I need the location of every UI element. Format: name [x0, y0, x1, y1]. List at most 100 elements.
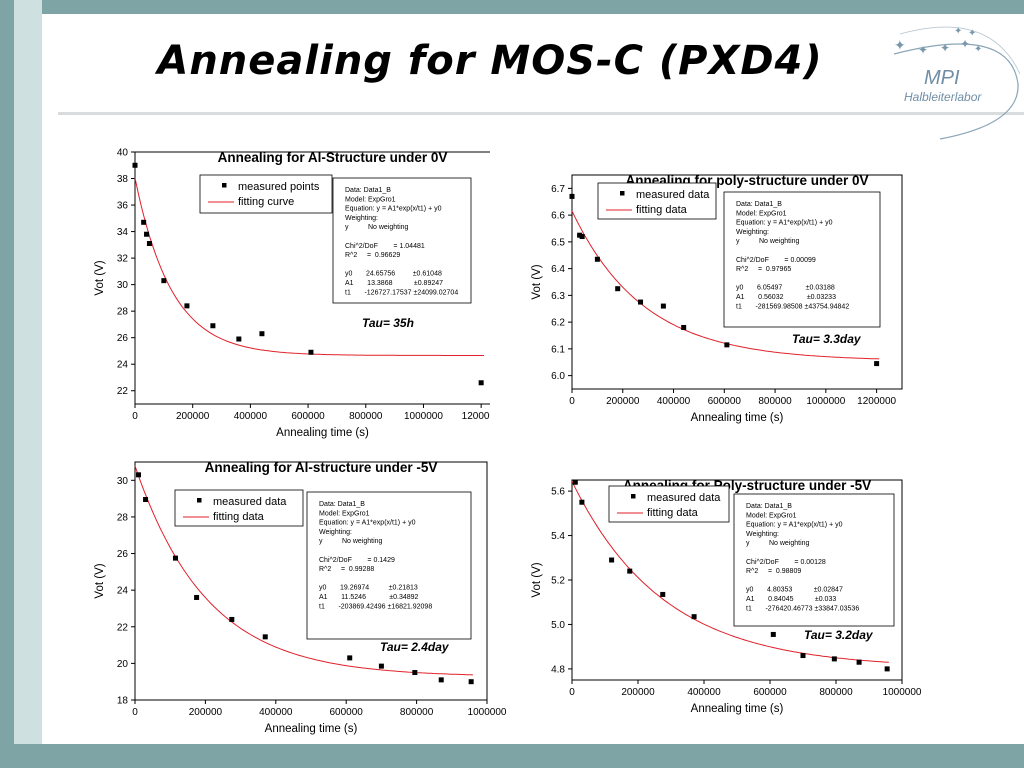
mpi-logo: ✦ ✦ ✦ ✦ ✦ ✦ ✦	[893, 26, 1021, 140]
x-tick-label: 200000	[189, 707, 223, 718]
y-axis-label: Vot (V)	[531, 562, 543, 597]
legend-marker	[197, 498, 202, 503]
chart-title: Annealing for Al-Structure under 0V	[218, 150, 448, 165]
x-axis-label: Annealing time (s)	[691, 703, 784, 715]
chart-poly-0v: Annealing for poly-structure under 0V0 20…	[531, 173, 903, 424]
data-point	[638, 299, 644, 305]
data-point	[194, 594, 200, 600]
data-point	[856, 659, 862, 665]
data-point	[308, 349, 314, 355]
y-tick-label: 22	[117, 386, 129, 397]
y-tick-label: 34	[117, 227, 129, 238]
data-point	[572, 479, 578, 485]
legend-box	[608, 485, 730, 523]
data-point	[347, 655, 353, 661]
fit-results-line: t1 -281569.98508 ±43754.94842	[736, 303, 849, 310]
svg-text:✦: ✦	[974, 44, 982, 55]
bottom-frame	[0, 744, 1024, 768]
y-tick-label: 20	[117, 659, 129, 670]
data-point	[579, 234, 585, 240]
fit-results-line: Data: Data1_B	[736, 201, 782, 208]
data-point	[262, 634, 268, 640]
fit-results-line: R^2 = 0.96629	[345, 252, 400, 259]
y-tick-label: 6.2	[551, 318, 565, 329]
y-tick-label: 18	[117, 696, 129, 707]
data-point	[577, 232, 583, 238]
tau-annotation: Tau= 2.4day	[380, 640, 450, 654]
svg-text:✦: ✦	[940, 41, 950, 55]
y-tick-label: 24	[117, 360, 129, 371]
fit-results-line: Chi^2/DoF = 0.00099	[736, 257, 816, 264]
data-point	[412, 670, 418, 676]
svg-text:✦: ✦	[918, 43, 928, 57]
legend-label: measured data	[213, 496, 287, 508]
fit-results-line: Data: Data1_B	[345, 187, 391, 194]
fit-results-line: t1 -203869.42496 ±16821.92098	[319, 603, 432, 610]
y-tick-label: 30	[117, 280, 129, 291]
y-tick-label: 4.8	[551, 664, 565, 675]
legend-label: measured data	[647, 492, 721, 504]
x-tick-label: 1000000	[468, 707, 507, 718]
y-tick-label: 32	[117, 254, 129, 265]
legend-marker	[620, 191, 625, 196]
fit-results-line: A1 0.56032 ±0.03233	[736, 294, 836, 301]
fit-results-line: y0 6.05497 ±0.03188	[736, 285, 835, 292]
plot-frame	[571, 174, 903, 390]
data-point	[615, 286, 621, 292]
fit-results-box	[332, 177, 472, 304]
svg-text:✦: ✦	[954, 26, 962, 37]
top-frame	[0, 0, 1024, 14]
x-tick-label: 0	[132, 707, 138, 718]
y-axis-label: Vot (V)	[94, 260, 106, 295]
x-tick-label: 400000	[687, 687, 721, 698]
data-point	[146, 241, 152, 247]
y-tick-label: 36	[117, 201, 129, 212]
x-tick-label: 1200000	[857, 396, 896, 407]
fit-results-line: Data: Data1_B	[319, 501, 365, 508]
fit-results-box	[723, 191, 881, 328]
y-tick-label: 24	[117, 586, 129, 597]
left-frame	[0, 0, 14, 768]
fit-results-line: Weighting:	[736, 229, 769, 236]
x-tick-label: 200000	[621, 687, 655, 698]
fit-results-line: Data: Data1_B	[746, 503, 792, 510]
data-point	[478, 380, 484, 386]
x-tick-label: 800000	[400, 707, 434, 718]
data-point	[691, 614, 697, 620]
legend-box	[597, 182, 717, 220]
fit-results-line: y0 19.26974 ±0.21813	[319, 585, 418, 592]
fit-results-line: y0 24.65756 ±0.61048	[345, 271, 442, 278]
fit-results-line: t1 -126727.17537 ±24099.02704	[345, 289, 458, 296]
logo-subtitle: Halbleiterlabor	[904, 90, 982, 104]
data-point	[660, 591, 666, 597]
fit-results-line: A1 13.3868 ±0.89247	[345, 280, 443, 287]
fit-results-line: Chi^2/DoF = 1.04481	[345, 243, 425, 250]
x-tick-label: 800000	[349, 411, 383, 422]
data-point	[172, 555, 178, 561]
x-tick-label: 600000	[708, 396, 742, 407]
data-point	[884, 666, 890, 672]
data-point	[161, 278, 167, 284]
legend-label: fitting data	[213, 511, 265, 523]
x-tick-label: 400000	[234, 411, 268, 422]
y-tick-label: 30	[117, 476, 129, 487]
fit-results-line: Model: ExpGro1	[345, 196, 396, 203]
fit-results-line: Model: ExpGro1	[736, 210, 787, 217]
x-tick-label: 200000	[606, 396, 640, 407]
x-tick-label: 800000	[819, 687, 853, 698]
logo-name: MPI	[924, 67, 960, 89]
data-point	[874, 361, 880, 367]
fit-results-box	[733, 493, 895, 627]
fit-results-line: Chi^2/DoF = 0.1429	[319, 557, 395, 564]
y-tick-label: 6.7	[551, 184, 565, 195]
fit-results-line: t1 -276420.46773 ±33847.03536	[746, 605, 859, 612]
fit-results-line: A1 11.5246 ±0.34892	[319, 594, 419, 601]
y-axis-label: Vot (V)	[531, 264, 543, 299]
slide-title: Annealing for MOS-C (PXD4)	[157, 38, 823, 84]
data-point	[229, 616, 235, 622]
legend-label: measured data	[636, 189, 710, 201]
fit-results-line: Weighting:	[345, 215, 378, 222]
data-point	[210, 323, 216, 329]
legend-label: fitting data	[647, 507, 699, 519]
y-tick-label: 6.0	[551, 371, 565, 382]
